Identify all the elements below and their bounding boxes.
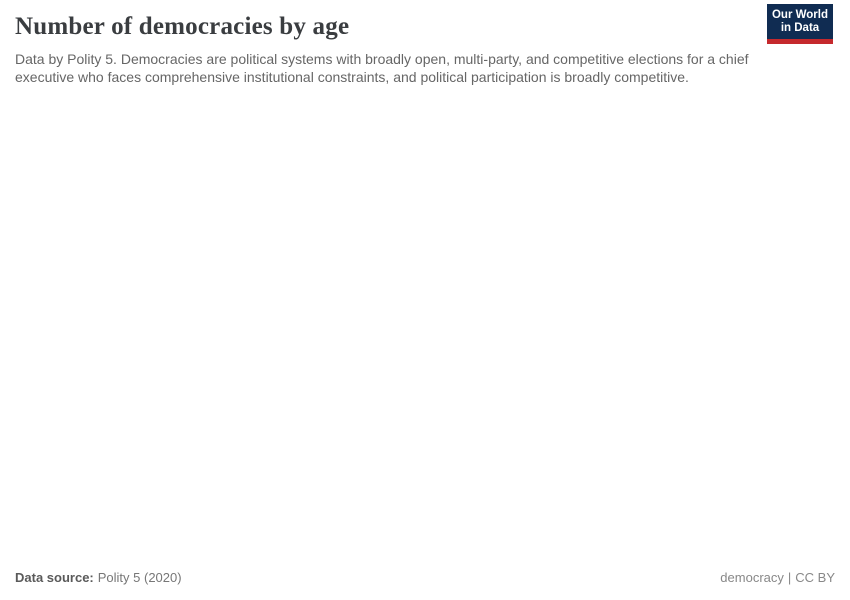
chart-header: Number of democracies by age Data by Pol… [15, 0, 835, 86]
chart-subtitle: Data by Polity 5. Democracies are politi… [15, 51, 749, 85]
owid-logo-line1: Our World [771, 9, 828, 21]
license-link[interactable]: CC BY [795, 570, 835, 585]
chart-title: Number of democracies by age [15, 13, 350, 40]
chart-slug-link[interactable]: democracy [720, 570, 784, 585]
plot-area [15, 86, 835, 570]
data-source-label: Data source: [15, 570, 94, 585]
owid-logo-line2: in Data [780, 22, 820, 34]
chart-footer: Data source: Polity 5 (2020) democracy | CC… [15, 570, 835, 600]
credits-separator: | [787, 570, 792, 585]
owid-logo[interactable]: Our World in Data [767, 4, 833, 44]
credits: democracy | CC BY [720, 570, 835, 586]
data-source: Data source: Polity 5 (2020) [15, 570, 182, 586]
data-source-value: Polity 5 (2020) [97, 570, 182, 585]
